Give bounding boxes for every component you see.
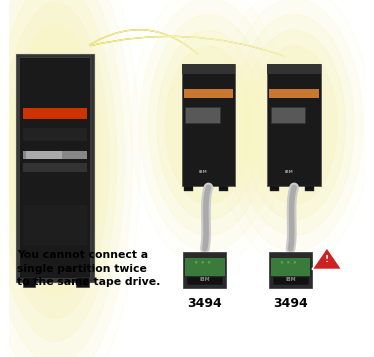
Ellipse shape	[157, 30, 260, 220]
FancyArrowPatch shape	[89, 29, 199, 55]
Text: 3494: 3494	[187, 297, 222, 310]
FancyBboxPatch shape	[182, 64, 235, 74]
FancyBboxPatch shape	[18, 57, 20, 278]
Circle shape	[195, 261, 197, 263]
FancyBboxPatch shape	[16, 54, 94, 282]
Bar	[76, 277, 89, 287]
Text: You cannot connect a
single partition twice
to the same tape drive.: You cannot connect a single partition tw…	[18, 250, 161, 287]
Ellipse shape	[234, 15, 354, 235]
FancyBboxPatch shape	[271, 258, 310, 276]
FancyBboxPatch shape	[182, 64, 235, 186]
Text: IBM: IBM	[199, 170, 208, 174]
FancyBboxPatch shape	[89, 57, 92, 278]
FancyArrowPatch shape	[90, 36, 284, 57]
FancyBboxPatch shape	[185, 258, 224, 276]
Ellipse shape	[243, 30, 346, 220]
FancyBboxPatch shape	[184, 89, 233, 98]
Ellipse shape	[131, 0, 285, 267]
Ellipse shape	[217, 0, 371, 267]
Circle shape	[287, 261, 290, 263]
Ellipse shape	[251, 46, 337, 204]
FancyBboxPatch shape	[23, 128, 87, 141]
Circle shape	[294, 261, 296, 263]
Bar	[219, 186, 228, 191]
FancyBboxPatch shape	[23, 151, 87, 159]
FancyBboxPatch shape	[183, 252, 226, 288]
FancyBboxPatch shape	[185, 107, 220, 122]
Bar	[305, 186, 314, 191]
Text: IBM: IBM	[285, 277, 296, 282]
Circle shape	[280, 261, 283, 263]
Bar	[23, 277, 35, 287]
FancyBboxPatch shape	[23, 177, 87, 194]
Circle shape	[208, 261, 211, 263]
FancyBboxPatch shape	[187, 277, 223, 285]
Polygon shape	[312, 248, 342, 270]
Bar	[270, 186, 279, 191]
Text: IBM: IBM	[284, 170, 293, 174]
Ellipse shape	[0, 0, 132, 357]
Ellipse shape	[0, 0, 125, 357]
Ellipse shape	[166, 46, 251, 204]
FancyArrowPatch shape	[89, 29, 199, 55]
FancyBboxPatch shape	[23, 164, 87, 172]
FancyBboxPatch shape	[23, 108, 87, 119]
Ellipse shape	[0, 0, 117, 342]
Ellipse shape	[1, 2, 109, 319]
Text: IBM: IBM	[200, 277, 210, 282]
Ellipse shape	[0, 0, 140, 357]
Ellipse shape	[226, 0, 363, 251]
Ellipse shape	[9, 25, 101, 296]
Text: !: !	[325, 255, 329, 265]
Bar	[184, 186, 193, 191]
FancyBboxPatch shape	[269, 89, 319, 98]
FancyBboxPatch shape	[270, 107, 305, 122]
FancyBboxPatch shape	[269, 252, 312, 288]
FancyBboxPatch shape	[267, 64, 321, 186]
Ellipse shape	[140, 0, 277, 251]
FancyBboxPatch shape	[19, 57, 91, 278]
FancyBboxPatch shape	[267, 64, 321, 74]
Circle shape	[202, 261, 204, 263]
FancyBboxPatch shape	[23, 205, 87, 245]
Text: 3494: 3494	[273, 297, 308, 310]
FancyArrowPatch shape	[90, 36, 284, 57]
FancyBboxPatch shape	[273, 277, 309, 285]
FancyBboxPatch shape	[26, 151, 62, 159]
Ellipse shape	[148, 15, 269, 235]
